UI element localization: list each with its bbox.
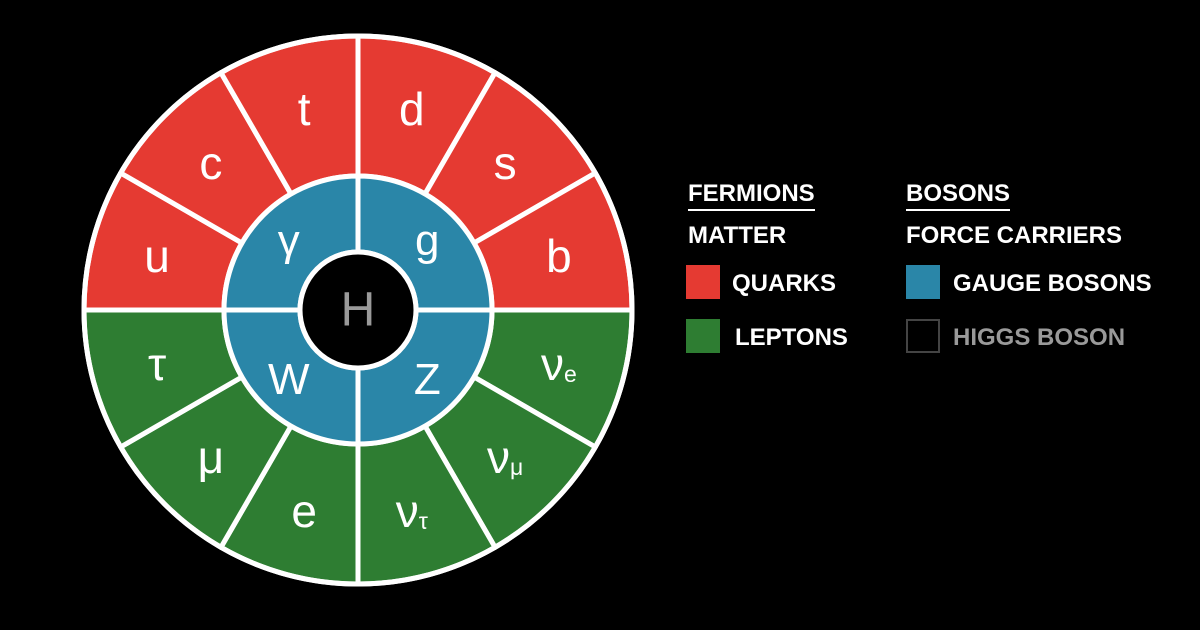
bosons-heading: BOSONS [906, 180, 1011, 211]
quark-label-d: d [399, 83, 425, 135]
gauge-label-3: γ [278, 216, 300, 265]
lepton-label-4: μ [198, 431, 225, 483]
quarks-swatch [686, 265, 720, 299]
leptons-label: LEPTONS [735, 324, 848, 351]
higgs-center [297, 249, 419, 371]
higgs-boson-label: HIGGS BOSON [953, 324, 1126, 351]
quark-label-t: t [298, 83, 311, 135]
quark-label-s: s [494, 137, 517, 189]
higgs-label: H [341, 284, 376, 337]
force-carriers-subheading: FORCE CARRIERS [906, 222, 1123, 249]
lepton-label-5: τ [148, 338, 166, 390]
outer-border [81, 33, 635, 587]
lepton-label-2: ντ [396, 485, 428, 537]
wheel-sectors [81, 33, 635, 587]
quark-label-c: c [199, 137, 222, 189]
gauge-bosons-swatch [906, 265, 940, 299]
gauge-label-2: W [268, 355, 310, 404]
gauge-label-0: g [415, 216, 439, 265]
matter-subheading: MATTER [688, 222, 787, 249]
lepton-label-3: e [291, 485, 317, 537]
higgs-boson-swatch [906, 319, 940, 353]
lepton-label-1: νμ [487, 431, 523, 483]
gauge-bosons-label: GAUGE BOSONS [953, 270, 1152, 297]
lepton-label-0: νe [541, 338, 577, 390]
leptons-swatch [686, 319, 720, 353]
quarks-label: QUARKS [732, 270, 837, 297]
quark-label-u: u [144, 230, 170, 282]
quark-label-b: b [546, 230, 572, 282]
fermions-heading: FERMIONS [688, 180, 815, 211]
gauge-label-1: Z [414, 355, 441, 404]
